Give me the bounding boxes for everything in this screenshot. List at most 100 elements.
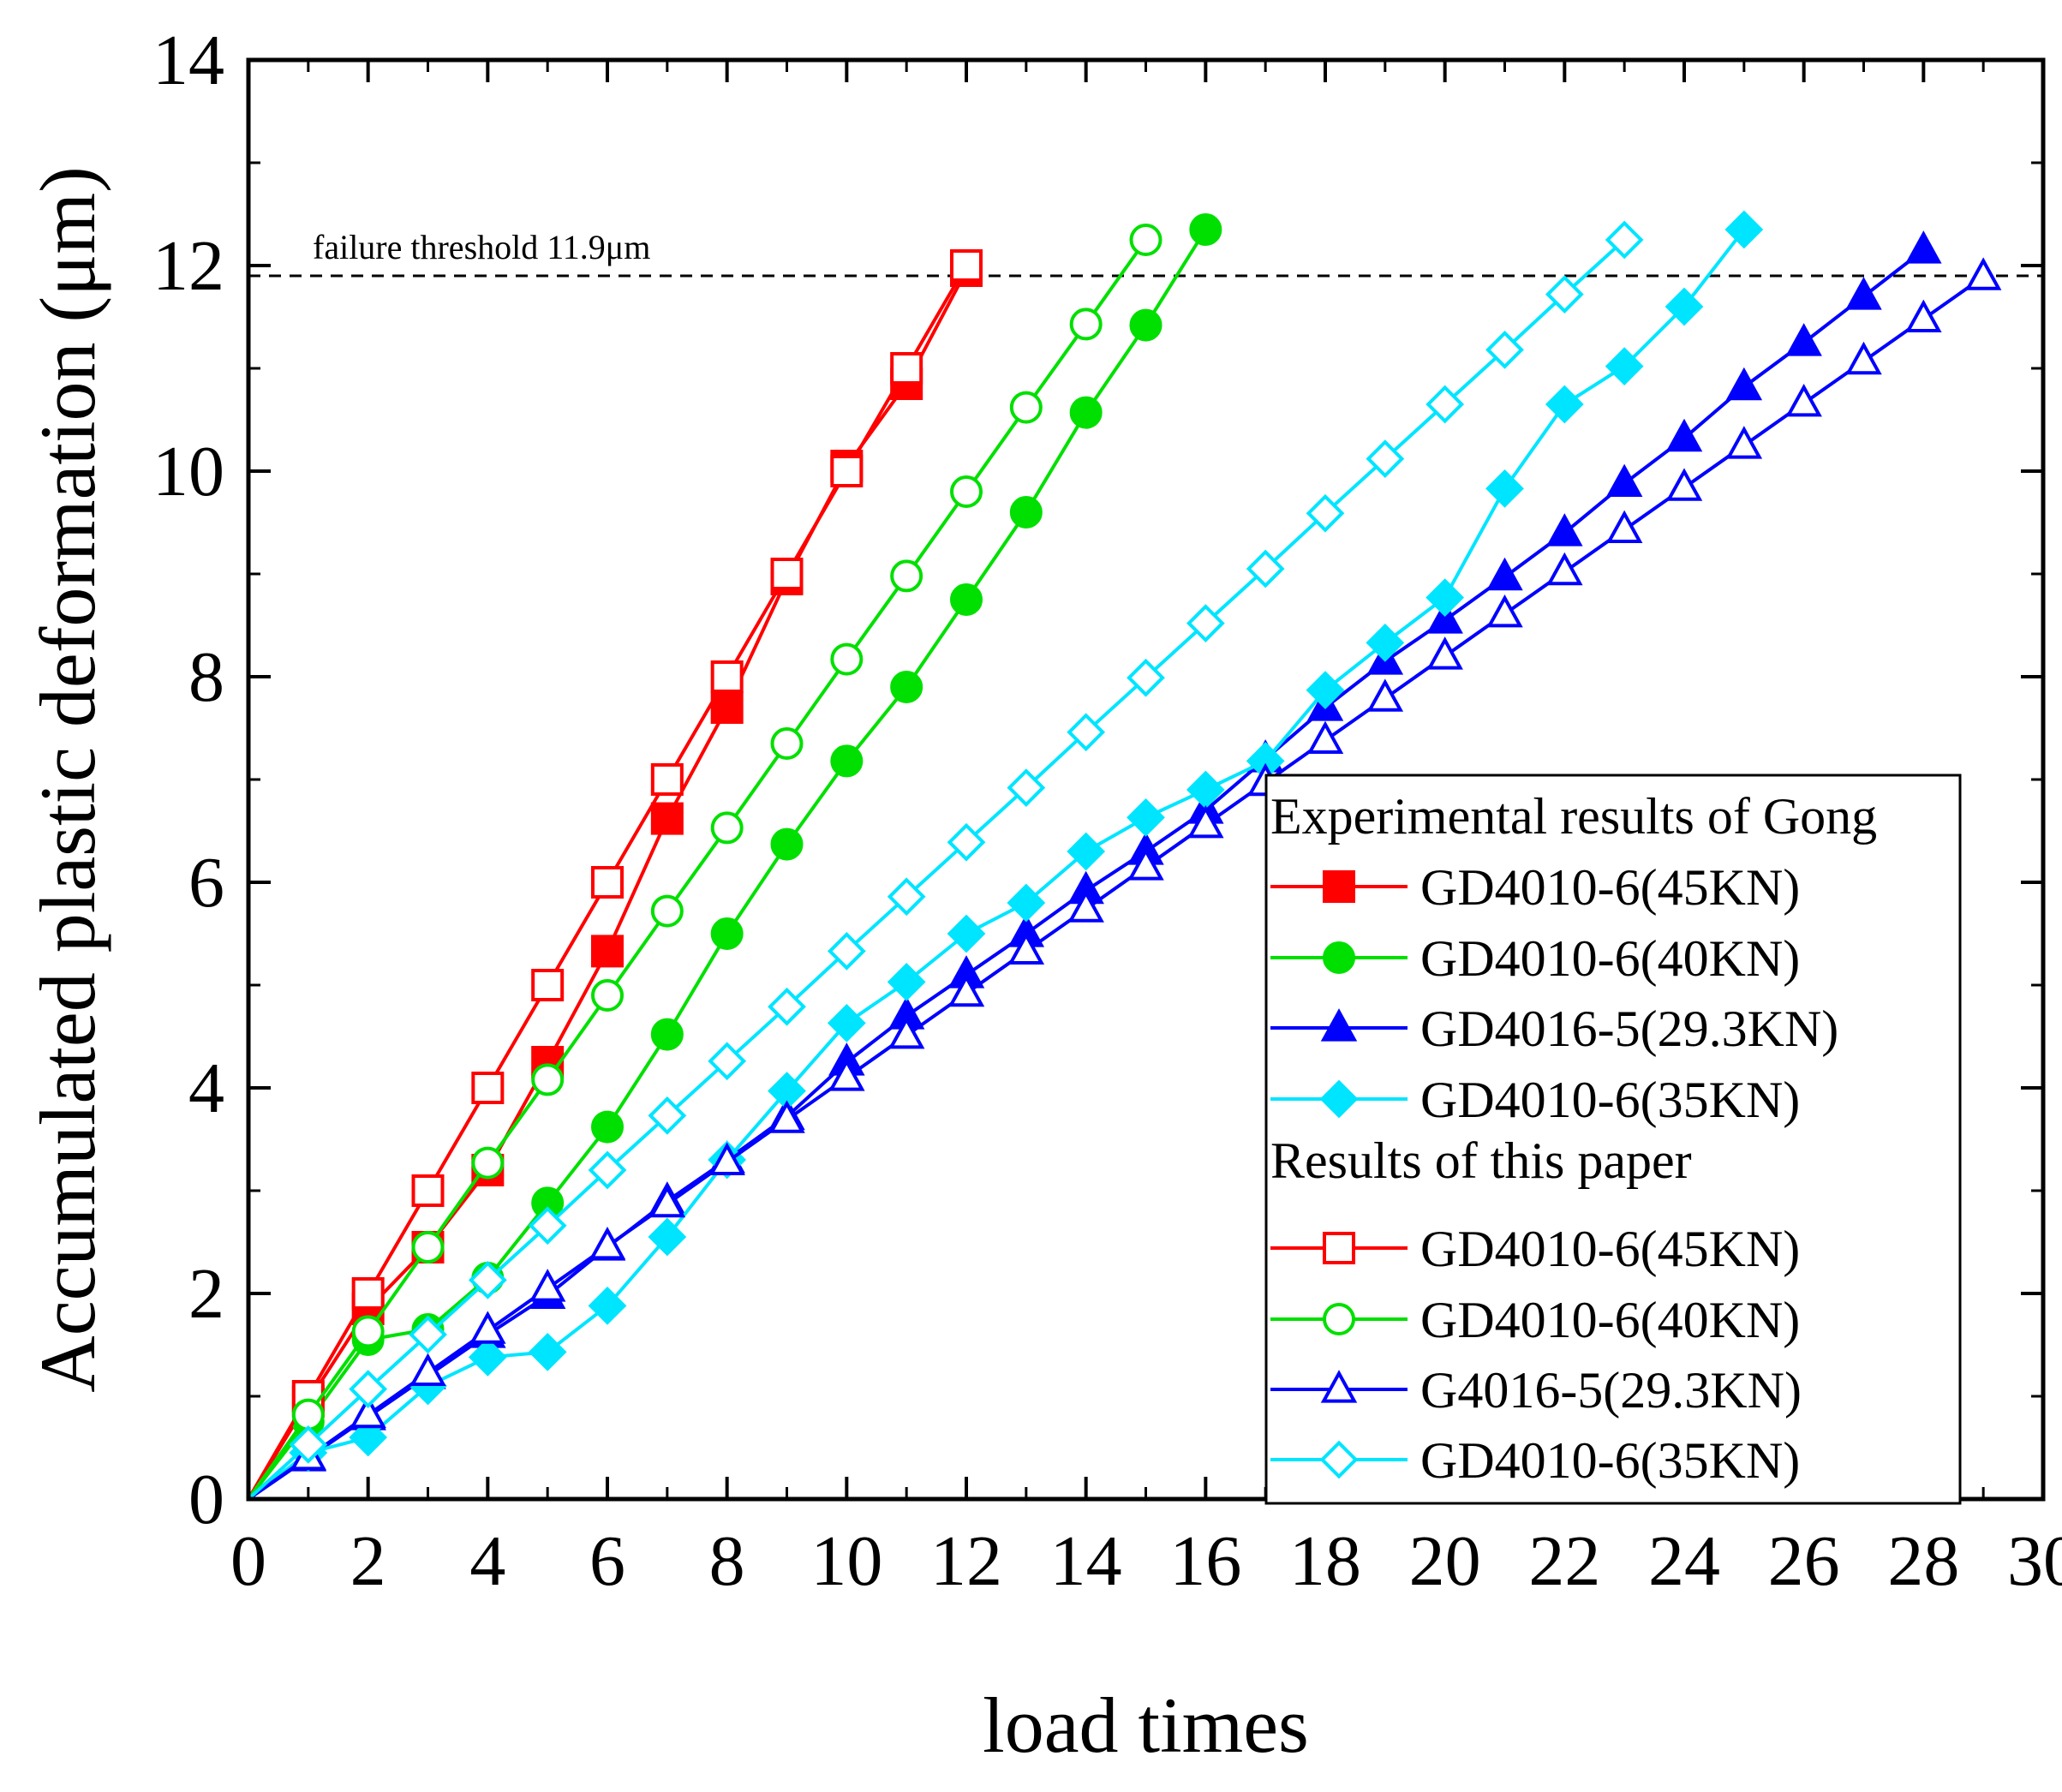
y-tick-label: 8 (188, 637, 224, 717)
data-point (1725, 367, 1763, 401)
data-point (1069, 396, 1103, 429)
data-point (409, 1353, 446, 1386)
legend-entries: GD4010-6(45KN) GD4010-6(40KN) GD4016-5(29.… (1270, 859, 1838, 1489)
data-point (1009, 496, 1043, 529)
x-tick-label: 22 (1528, 1521, 1600, 1601)
data-point (887, 963, 926, 1001)
data-point (1546, 513, 1583, 547)
data-point (1306, 671, 1345, 709)
data-point (1306, 720, 1344, 754)
data-point (591, 979, 624, 1012)
data-point (1067, 713, 1106, 752)
data-point (830, 744, 864, 778)
data-point (770, 558, 804, 590)
x-tick-label: 8 (709, 1521, 745, 1601)
data-point (351, 1277, 385, 1310)
data-point (1007, 931, 1045, 965)
x-axis-title: load times (983, 1681, 1309, 1769)
data-point (650, 802, 684, 835)
data-point (349, 1418, 388, 1457)
data-point (827, 1004, 866, 1042)
data-point (708, 1042, 747, 1081)
data-point (830, 642, 864, 676)
data-point (648, 1217, 687, 1257)
data-point (1425, 578, 1465, 617)
data-point (708, 1142, 745, 1175)
data-point (887, 877, 926, 917)
legend-label: GD4010-6(35KN) (1420, 1072, 1800, 1128)
x-tick-label: 10 (810, 1521, 882, 1601)
data-point (1605, 463, 1643, 497)
x-tick-label: 16 (1169, 1521, 1241, 1601)
legend-entry: G4016-5(29.3KN) (1270, 1362, 1802, 1419)
data-point (1067, 889, 1104, 923)
data-point (890, 352, 923, 385)
data-point (1009, 391, 1043, 424)
data-point (650, 1018, 684, 1051)
x-tick-label: 12 (930, 1521, 1002, 1601)
x-tick-label: 6 (589, 1521, 625, 1601)
data-point (650, 763, 684, 796)
y-tick-label: 12 (152, 226, 224, 306)
data-point (1665, 287, 1704, 326)
data-point (469, 1311, 506, 1344)
data-point (947, 822, 986, 862)
data-point (529, 1269, 566, 1302)
x-tick-label: 28 (1887, 1521, 1959, 1601)
x-tick-label: 18 (1289, 1521, 1361, 1601)
legend-entry: GD4010-6(45KN) (1270, 1221, 1800, 1277)
data-point (588, 1150, 627, 1190)
data-point (1366, 439, 1405, 478)
data-point (409, 1315, 447, 1354)
legend-label: GD4016-5(29.3KN) (1420, 1001, 1838, 1057)
legend-group-experimental: Experimental results of Gong (1270, 788, 1877, 845)
threshold-line-group: failure threshold 11.9μm (248, 228, 2043, 278)
data-point (1605, 347, 1644, 385)
data-point (1785, 323, 1822, 356)
legend-entry: GD4010-6(40KN) (1270, 930, 1800, 987)
data-point (710, 691, 744, 724)
data-point (531, 1063, 565, 1096)
series-paper-4 (247, 249, 983, 1501)
data-point (531, 969, 565, 1001)
data-point (1485, 469, 1524, 508)
data-point (591, 866, 624, 899)
data-point (1545, 385, 1584, 424)
data-point (291, 1398, 325, 1431)
legend-label: GD4010-6(40KN) (1420, 1292, 1800, 1348)
y-tick-labels: 0 2 4 6 8 10 12 14 (152, 21, 224, 1539)
y-tick-label: 6 (188, 843, 224, 923)
data-point (1964, 257, 2002, 290)
data-point (947, 973, 985, 1007)
legend-marker (1323, 941, 1355, 974)
data-point (471, 1146, 505, 1180)
data-point (890, 671, 923, 703)
data-point (1306, 493, 1345, 533)
data-point (528, 1206, 567, 1245)
y-tick-label: 14 (152, 21, 224, 100)
data-point (1129, 224, 1162, 256)
data-point (351, 1315, 385, 1348)
plot-frame (246, 57, 2046, 1502)
data-point (1127, 798, 1165, 837)
data-point (1486, 557, 1523, 591)
data-point (588, 1287, 627, 1325)
data-point (1665, 418, 1703, 452)
data-point (589, 1226, 626, 1260)
data-point (770, 827, 804, 861)
y-tick-label: 0 (188, 1460, 224, 1539)
data-point (1007, 883, 1046, 923)
data-point (648, 1184, 686, 1218)
data-point (350, 1395, 386, 1429)
legend-marker (1319, 1440, 1359, 1479)
data-point (1186, 604, 1225, 642)
data-point (1845, 277, 1882, 310)
legend-marker (1323, 870, 1355, 903)
data-point (950, 249, 983, 282)
data-point (591, 935, 624, 968)
data-point (768, 1100, 805, 1133)
legend-entry: GD4016-5(29.3KN) (1270, 1001, 1838, 1057)
data-point (1785, 383, 1822, 417)
data-point (1605, 510, 1643, 543)
